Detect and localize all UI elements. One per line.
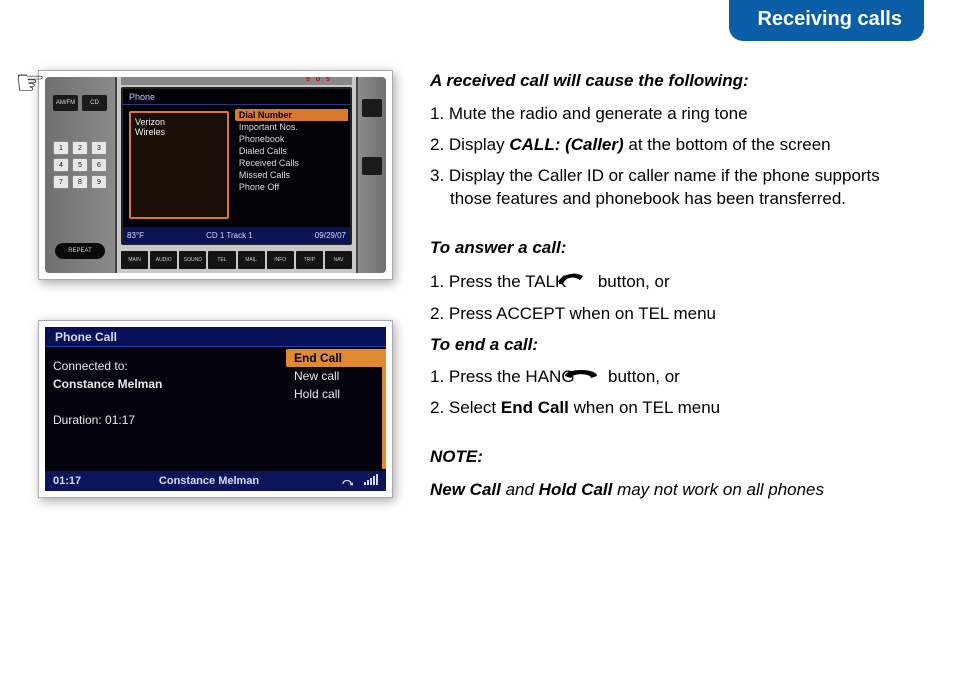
dash-photo-frame: ☞ S O S AM/FM CD 1 2 3 4 5 6 7 8 9 bbox=[38, 70, 393, 280]
callscreen-statusbar: 01:17 Constance Melman bbox=[45, 471, 386, 491]
connected-to-label: Connected to: bbox=[53, 359, 278, 373]
note-body: New Call and Hold Call may not work on a… bbox=[430, 479, 924, 502]
page-header-tab: Receiving calls bbox=[729, 0, 924, 41]
call-duration: Duration: 01:17 bbox=[53, 413, 278, 427]
menu-missed-calls[interactable]: Missed Calls bbox=[235, 169, 348, 181]
callscreen-info: Connected to: Constance Melman Duration:… bbox=[45, 349, 286, 469]
right-btn-2[interactable] bbox=[362, 157, 382, 175]
caller-name: Constance Melman bbox=[53, 377, 278, 391]
dash-left-panel: AM/FM CD 1 2 3 4 5 6 7 8 9 REPEAT bbox=[45, 77, 117, 273]
carrier-line1: Verizon bbox=[135, 117, 223, 127]
right-btn-1[interactable] bbox=[362, 99, 382, 117]
key-6[interactable]: 6 bbox=[91, 158, 107, 172]
callscreen-menu: End Call New call Hold call bbox=[286, 349, 386, 469]
pcm-screen: Phone Verizon Wireles Dial Number Import… bbox=[121, 87, 352, 245]
status-time: 01:17 bbox=[53, 475, 81, 487]
section3-step2: 2. Select End Call when on TEL menu bbox=[430, 397, 924, 420]
tab-trip[interactable]: TRIP bbox=[296, 251, 323, 269]
keypad: 1 2 3 4 5 6 7 8 9 bbox=[53, 141, 107, 189]
tab-info[interactable]: INFO bbox=[267, 251, 294, 269]
repeat-button[interactable]: REPEAT bbox=[55, 243, 105, 259]
phone-menu: Dial Number Important Nos. Phonebook Dia… bbox=[235, 109, 348, 221]
key-9[interactable]: 9 bbox=[91, 175, 107, 189]
tab-nav[interactable]: NAV bbox=[325, 251, 352, 269]
status-track: CD 1 Track 1 bbox=[206, 231, 253, 240]
screen-status-bar: 83°F CD 1 Track 1 09/29/07 bbox=[123, 227, 350, 243]
dash-right-panel bbox=[356, 77, 386, 273]
key-8[interactable]: 8 bbox=[72, 175, 88, 189]
section3-heading: To end a call: bbox=[430, 334, 924, 357]
key-2[interactable]: 2 bbox=[72, 141, 88, 155]
call-screen: Phone Call Connected to: Constance Melma… bbox=[45, 327, 386, 491]
section1-step2: 2. Display CALL: (Caller) at the bottom … bbox=[430, 134, 924, 157]
section2-heading: To answer a call: bbox=[430, 237, 924, 260]
section1-step1: 1. Mute the radio and generate a ring to… bbox=[430, 103, 924, 126]
section2-step2: 2. Press ACCEPT when on TEL menu bbox=[430, 303, 924, 326]
orange-scrollbar bbox=[382, 349, 386, 469]
menu-end-call[interactable]: End Call bbox=[286, 349, 386, 367]
section3-step1: 1. Press the HANG button, or bbox=[430, 366, 924, 389]
pointing-hand-icon: ☞ bbox=[15, 63, 45, 103]
key-5[interactable]: 5 bbox=[72, 158, 88, 172]
status-caller: Constance Melman bbox=[159, 475, 259, 487]
bottom-tabs: MAIN AUDIO SOUND TEL MAIL INFO TRIP NAV bbox=[121, 251, 352, 269]
menu-phonebook[interactable]: Phonebook bbox=[235, 133, 348, 145]
screen-topbar: Phone bbox=[123, 89, 350, 105]
left-image-column: ☞ S O S AM/FM CD 1 2 3 4 5 6 7 8 9 bbox=[38, 70, 393, 538]
talk-handset-icon bbox=[575, 270, 589, 295]
key-7[interactable]: 7 bbox=[53, 175, 69, 189]
menu-dial-number[interactable]: Dial Number bbox=[235, 109, 348, 121]
callscreen-photo-frame: Phone Call Connected to: Constance Melma… bbox=[38, 320, 393, 498]
note-heading: NOTE: bbox=[430, 446, 924, 469]
section2-step1: 1. Press the TALK button, or bbox=[430, 270, 924, 295]
menu-important-nos[interactable]: Important Nos. bbox=[235, 121, 348, 133]
menu-dialed-calls[interactable]: Dialed Calls bbox=[235, 145, 348, 157]
sos-strip: S O S bbox=[121, 77, 352, 85]
section1-step3: 3. Display the Caller ID or caller name … bbox=[430, 165, 924, 211]
instruction-text: A received call will cause the following… bbox=[430, 70, 924, 510]
menu-new-call[interactable]: New call bbox=[286, 367, 386, 385]
status-date: 09/29/07 bbox=[315, 231, 346, 240]
amfm-button[interactable]: AM/FM bbox=[53, 95, 78, 111]
screen-body: Verizon Wireles Dial Number Important No… bbox=[123, 105, 350, 225]
callscreen-body: Connected to: Constance Melman Duration:… bbox=[45, 349, 386, 469]
key-3[interactable]: 3 bbox=[91, 141, 107, 155]
cd-button[interactable]: CD bbox=[82, 95, 107, 111]
section1-heading: A received call will cause the following… bbox=[430, 70, 924, 93]
tab-audio[interactable]: AUDIO bbox=[150, 251, 177, 269]
tab-mail[interactable]: MAIL bbox=[238, 251, 265, 269]
tab-sound[interactable]: SOUND bbox=[179, 251, 206, 269]
carrier-box: Verizon Wireles bbox=[129, 111, 229, 219]
status-signal bbox=[337, 474, 378, 488]
carrier-line2: Wireles bbox=[135, 127, 223, 137]
menu-hold-call[interactable]: Hold call bbox=[286, 385, 386, 403]
menu-received-calls[interactable]: Received Calls bbox=[235, 157, 348, 169]
key-4[interactable]: 4 bbox=[53, 158, 69, 172]
dash-unit: S O S AM/FM CD 1 2 3 4 5 6 7 8 9 REPEAT bbox=[45, 77, 386, 273]
key-1[interactable]: 1 bbox=[53, 141, 69, 155]
callscreen-topbar: Phone Call bbox=[45, 327, 386, 347]
tab-tel[interactable]: TEL bbox=[208, 251, 235, 269]
dash-source-buttons: AM/FM CD bbox=[53, 95, 107, 111]
tab-main[interactable]: MAIN bbox=[121, 251, 148, 269]
menu-phone-off[interactable]: Phone Off bbox=[235, 181, 348, 193]
status-temp: 83°F bbox=[127, 231, 144, 240]
hang-handset-icon bbox=[583, 366, 599, 389]
